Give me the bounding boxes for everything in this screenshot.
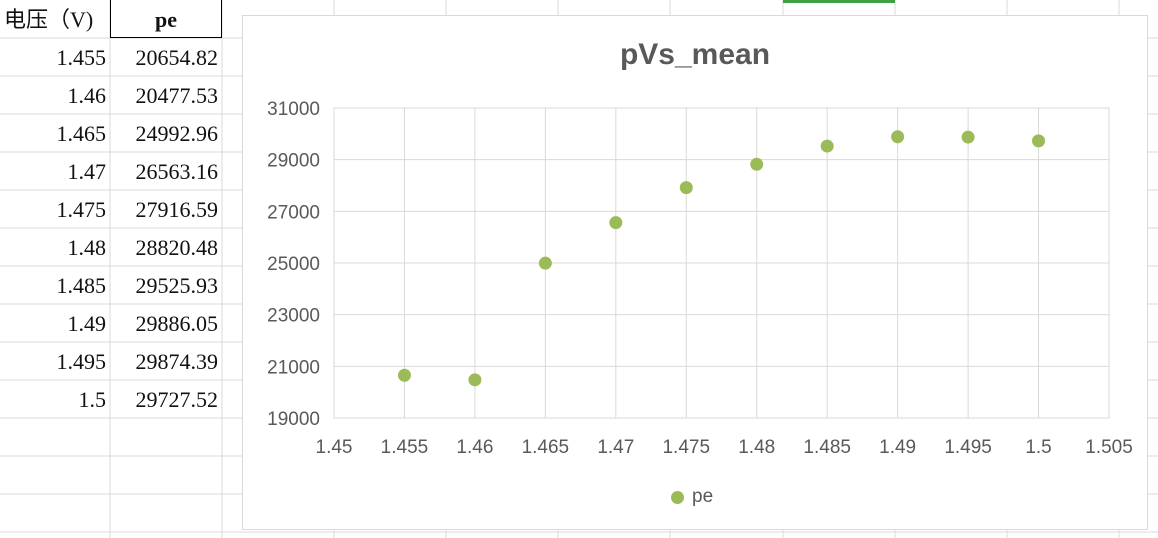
cell-voltage[interactable]: 1.495	[56, 349, 107, 374]
cell-voltage[interactable]: 1.455	[56, 45, 107, 70]
data-point	[679, 181, 693, 195]
x-tick-label: 1.495	[944, 437, 992, 458]
cell-pe[interactable]: 26563.16	[135, 159, 219, 184]
data-point	[891, 130, 905, 144]
cell-pe[interactable]: 29874.39	[135, 349, 219, 374]
data-point	[538, 256, 552, 270]
selected-column-indicator	[783, 0, 895, 3]
y-tick-label: 25000	[267, 254, 320, 275]
data-point	[397, 368, 411, 382]
x-tick-label: 1.455	[381, 437, 429, 458]
header-cell-voltage[interactable]: 电压（V)	[4, 7, 94, 32]
data-point	[1032, 134, 1046, 148]
data-point	[961, 130, 975, 144]
cell-voltage[interactable]: 1.48	[67, 235, 107, 260]
cell-pe[interactable]: 29886.05	[135, 311, 219, 336]
cell-pe[interactable]: 27916.59	[135, 197, 219, 222]
x-tick-label: 1.49	[879, 437, 916, 458]
y-tick-label: 23000	[267, 306, 320, 327]
data-point	[609, 216, 623, 230]
y-tick-label: 31000	[267, 99, 320, 120]
data-point	[750, 157, 764, 171]
cell-pe[interactable]: 20654.82	[135, 45, 219, 70]
cell-voltage[interactable]: 1.46	[67, 83, 107, 108]
x-tick-label: 1.46	[456, 437, 493, 458]
y-tick-label: 27000	[267, 202, 320, 223]
cell-pe[interactable]: 28820.48	[135, 235, 219, 260]
cell-pe[interactable]: 24992.96	[135, 121, 219, 146]
cell-voltage[interactable]: 1.5	[78, 387, 107, 412]
x-tick-label: 1.5	[1025, 437, 1051, 458]
cell-voltage[interactable]: 1.49	[67, 311, 107, 336]
legend-marker-pe	[671, 490, 684, 504]
y-tick-label: 21000	[267, 357, 320, 378]
x-tick-label: 1.45	[316, 437, 353, 458]
cell-voltage[interactable]: 1.485	[56, 273, 107, 298]
x-tick-label: 1.465	[522, 437, 570, 458]
cell-pe[interactable]: 20477.53	[135, 83, 219, 108]
cell-voltage[interactable]: 1.475	[56, 197, 107, 222]
plot-border	[333, 107, 1110, 419]
x-tick-label: 1.47	[597, 437, 634, 458]
data-point	[820, 139, 834, 153]
cell-pe[interactable]: 29727.52	[135, 387, 219, 412]
cell-voltage[interactable]: 1.465	[56, 121, 107, 146]
x-tick-label: 1.48	[738, 437, 775, 458]
chart-legend: pe	[671, 485, 713, 509]
x-tick-label: 1.475	[662, 437, 710, 458]
header-cell-pe[interactable]: pe	[110, 0, 222, 38]
plot-area: 1.45 1.455 1.46 1.465 1.47 1.475 1.48 1.485 1.49…	[267, 99, 1133, 458]
y-tick-label: 19000	[267, 409, 320, 430]
scatter-chart[interactable]: pVs_mean 1.45 1.455 1.46 1.465 1.47 1.475 1.48…	[242, 15, 1148, 530]
x-tick-label: 1.505	[1085, 437, 1133, 458]
chart-title: pVs_mean	[619, 38, 771, 71]
legend-label-pe: pe	[692, 486, 714, 507]
cell-voltage[interactable]: 1.47	[67, 159, 107, 184]
cell-pe[interactable]: 29525.93	[135, 273, 219, 298]
x-tick-label: 1.485	[803, 437, 851, 458]
y-tick-label: 29000	[267, 151, 320, 172]
data-point	[468, 373, 482, 387]
